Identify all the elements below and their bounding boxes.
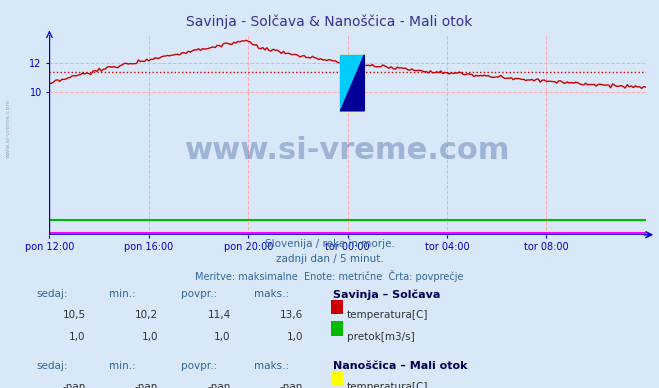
Text: temperatura[C]: temperatura[C] — [347, 310, 428, 320]
Text: Nanoščica – Mali otok: Nanoščica – Mali otok — [333, 361, 467, 371]
Text: 1,0: 1,0 — [69, 332, 86, 342]
Text: www.si-vreme.com: www.si-vreme.com — [6, 98, 11, 158]
Text: 1,0: 1,0 — [142, 332, 158, 342]
Text: 10,5: 10,5 — [63, 310, 86, 320]
Text: 13,6: 13,6 — [280, 310, 303, 320]
Polygon shape — [341, 55, 364, 111]
Text: Savinja – Solčava: Savinja – Solčava — [333, 289, 440, 300]
Text: min.:: min.: — [109, 361, 136, 371]
Text: -nan: -nan — [208, 382, 231, 388]
Text: -nan: -nan — [280, 382, 303, 388]
Text: Meritve: maksimalne  Enote: metrične  Črta: povprečje: Meritve: maksimalne Enote: metrične Črta… — [195, 270, 464, 282]
Bar — [341, 55, 364, 111]
Text: www.si-vreme.com: www.si-vreme.com — [185, 136, 510, 165]
Text: 1,0: 1,0 — [287, 332, 303, 342]
Text: povpr.:: povpr.: — [181, 289, 217, 299]
Text: -nan: -nan — [135, 382, 158, 388]
Text: sedaj:: sedaj: — [36, 289, 68, 299]
Text: Savinja - Solčava & Nanoščica - Mali otok: Savinja - Solčava & Nanoščica - Mali oto… — [186, 15, 473, 29]
Text: zadnji dan / 5 minut.: zadnji dan / 5 minut. — [275, 254, 384, 264]
Text: 10,2: 10,2 — [135, 310, 158, 320]
Text: -nan: -nan — [63, 382, 86, 388]
Text: Slovenija / reke in morje.: Slovenija / reke in morje. — [264, 239, 395, 249]
Text: 11,4: 11,4 — [208, 310, 231, 320]
Text: 1,0: 1,0 — [214, 332, 231, 342]
Text: sedaj:: sedaj: — [36, 361, 68, 371]
Text: pretok[m3/s]: pretok[m3/s] — [347, 332, 415, 342]
Polygon shape — [341, 55, 364, 111]
Text: min.:: min.: — [109, 289, 136, 299]
Text: maks.:: maks.: — [254, 361, 289, 371]
Text: povpr.:: povpr.: — [181, 361, 217, 371]
Text: temperatura[C]: temperatura[C] — [347, 382, 428, 388]
Text: maks.:: maks.: — [254, 289, 289, 299]
